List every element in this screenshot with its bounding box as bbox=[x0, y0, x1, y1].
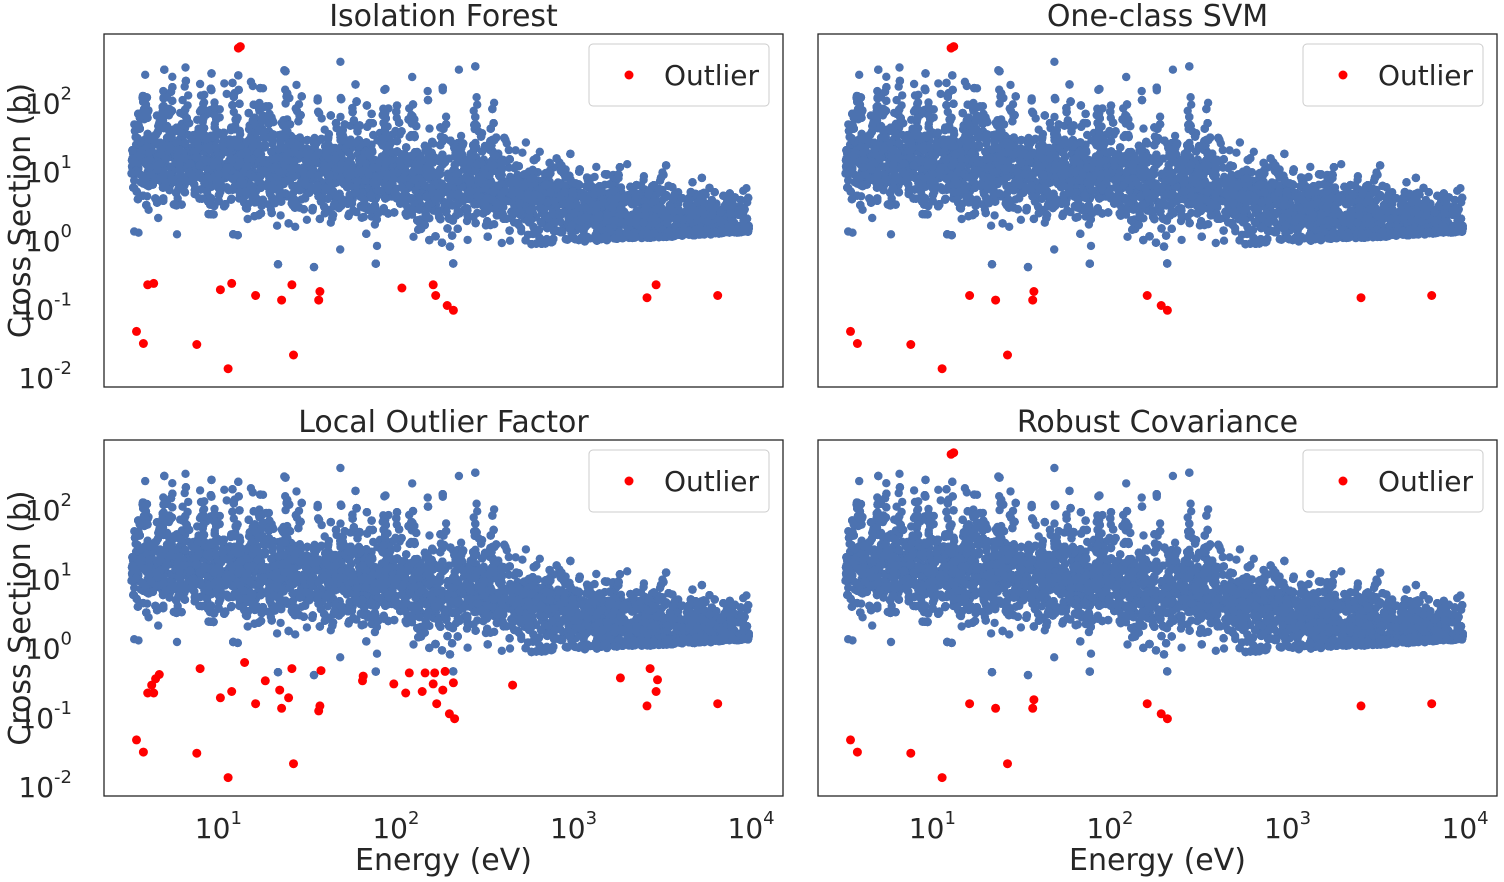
inlier-point bbox=[472, 93, 481, 102]
inlier-point bbox=[336, 112, 345, 122]
inlier-point bbox=[423, 86, 432, 96]
inlier-point bbox=[172, 230, 182, 239]
inlier-point bbox=[130, 227, 139, 236]
inlier-point bbox=[141, 70, 150, 80]
inlier-point bbox=[639, 172, 649, 181]
inlier-point bbox=[380, 85, 389, 95]
inlier-point bbox=[181, 63, 190, 72]
inlier-point bbox=[159, 86, 168, 96]
inlier-point bbox=[372, 241, 382, 251]
inlier-point bbox=[623, 160, 632, 169]
inlier-point bbox=[408, 72, 417, 82]
inlier-point bbox=[463, 235, 472, 245]
inlier-point bbox=[456, 131, 466, 141]
inlier-point bbox=[184, 91, 193, 100]
data-points bbox=[127, 42, 753, 374]
inlier-point bbox=[130, 176, 139, 185]
inlier-point bbox=[243, 214, 252, 224]
inlier-point bbox=[276, 211, 285, 220]
inlier-series bbox=[127, 57, 753, 272]
inlier-point bbox=[739, 186, 748, 195]
inlier-point bbox=[582, 173, 592, 182]
inlier-point bbox=[391, 126, 400, 136]
inlier-point bbox=[504, 145, 513, 155]
inlier-point bbox=[272, 221, 282, 230]
inlier-point bbox=[168, 72, 177, 82]
inlier-point bbox=[196, 91, 206, 100]
inlier-point bbox=[518, 148, 527, 157]
inlier-point bbox=[511, 146, 520, 155]
inlier-point bbox=[336, 57, 345, 66]
inlier-point bbox=[425, 124, 434, 133]
inlier-point bbox=[535, 147, 544, 156]
inlier-point bbox=[291, 222, 300, 231]
inlier-point bbox=[195, 79, 205, 89]
inlier-point bbox=[441, 112, 451, 121]
inlier-point bbox=[473, 100, 482, 109]
inlier-point bbox=[592, 162, 601, 172]
inlier-point bbox=[246, 77, 256, 87]
inlier-point bbox=[409, 232, 418, 241]
inlier-point bbox=[302, 215, 312, 224]
inlier-point bbox=[336, 245, 345, 254]
inlier-point bbox=[505, 236, 515, 245]
inlier-point bbox=[220, 79, 229, 88]
inlier-point bbox=[292, 80, 301, 90]
inlier-point bbox=[497, 238, 506, 248]
inlier-point bbox=[521, 138, 531, 147]
inlier-point bbox=[154, 213, 163, 223]
inlier-point bbox=[222, 89, 231, 99]
inlier-point bbox=[178, 95, 187, 105]
inlier-point bbox=[454, 65, 464, 74]
